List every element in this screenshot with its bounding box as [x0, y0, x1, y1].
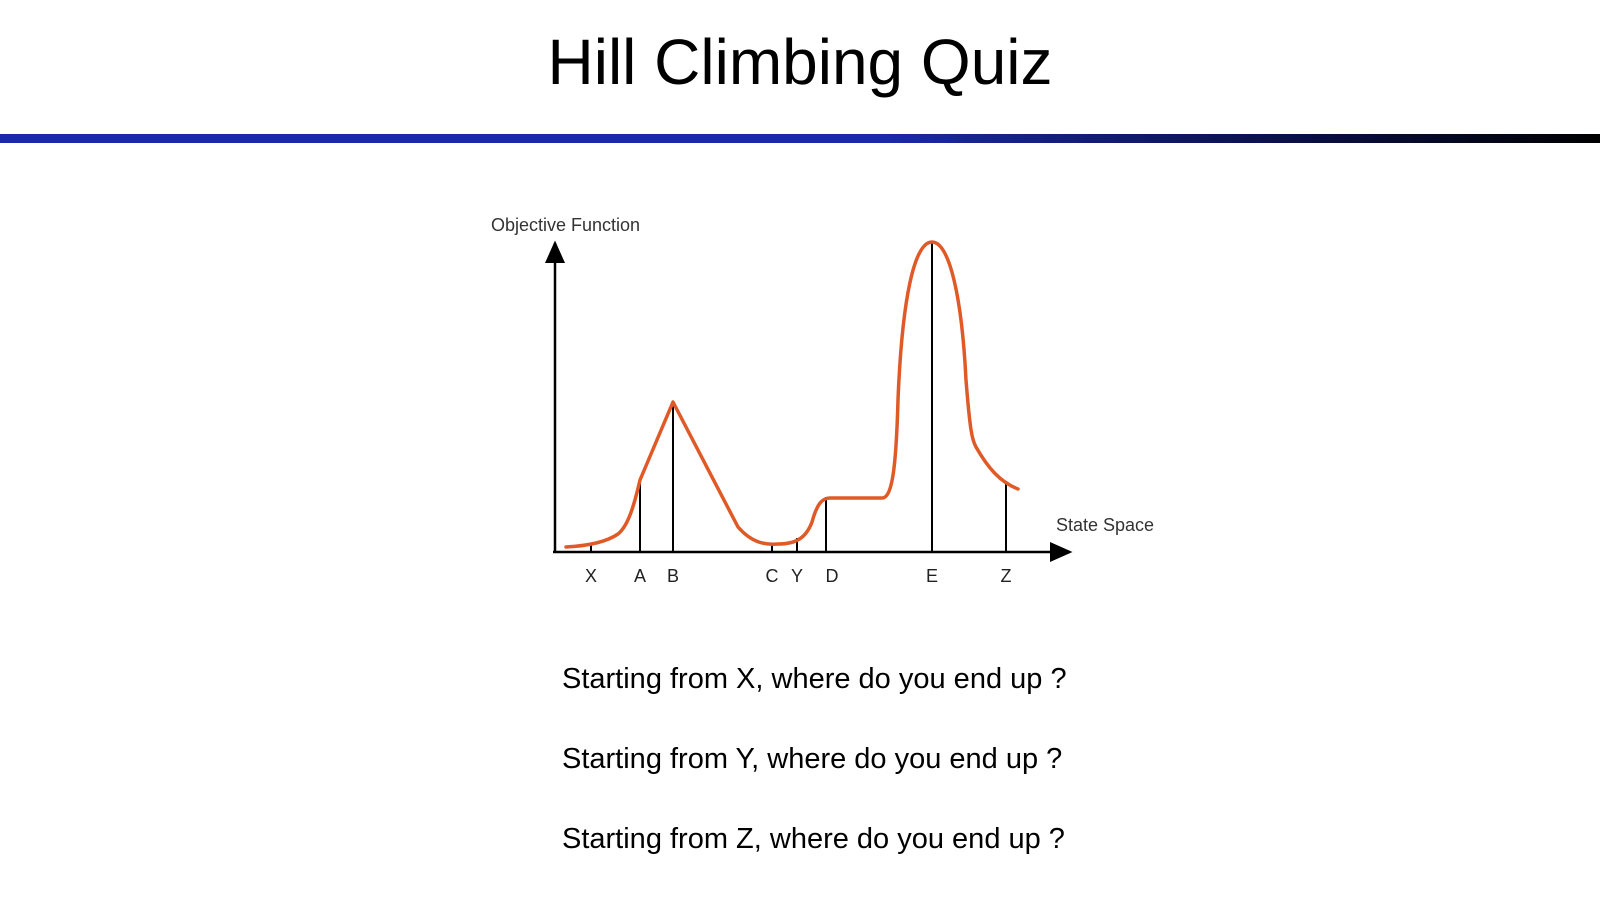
point-label-e: E: [926, 566, 938, 586]
point-markers: [590, 242, 1007, 552]
x-axis-label: State Space: [1056, 515, 1154, 535]
point-label-y: Y: [791, 566, 803, 586]
quiz-questions: Starting from X, where do you end up ? S…: [562, 662, 1262, 900]
question-y: Starting from Y, where do you end up ?: [562, 743, 1063, 775]
point-label-b: B: [667, 566, 679, 586]
point-label-x: X: [585, 566, 597, 586]
question-z: Starting from Z, where do you end up ?: [562, 823, 1065, 855]
point-labels: X A B C Y D E Z: [585, 566, 1012, 586]
point-label-z: Z: [1001, 566, 1012, 586]
slide-title: Hill Climbing Quiz: [547, 26, 1053, 98]
point-label-c: C: [766, 566, 779, 586]
title-divider: [0, 134, 1600, 143]
objective-curve: [564, 240, 1020, 549]
point-label-a: A: [634, 566, 646, 586]
question-x: Starting from X, where do you end up ?: [562, 663, 1067, 695]
point-label-d: D: [826, 566, 839, 586]
y-axis-label: Objective Function: [491, 215, 640, 235]
